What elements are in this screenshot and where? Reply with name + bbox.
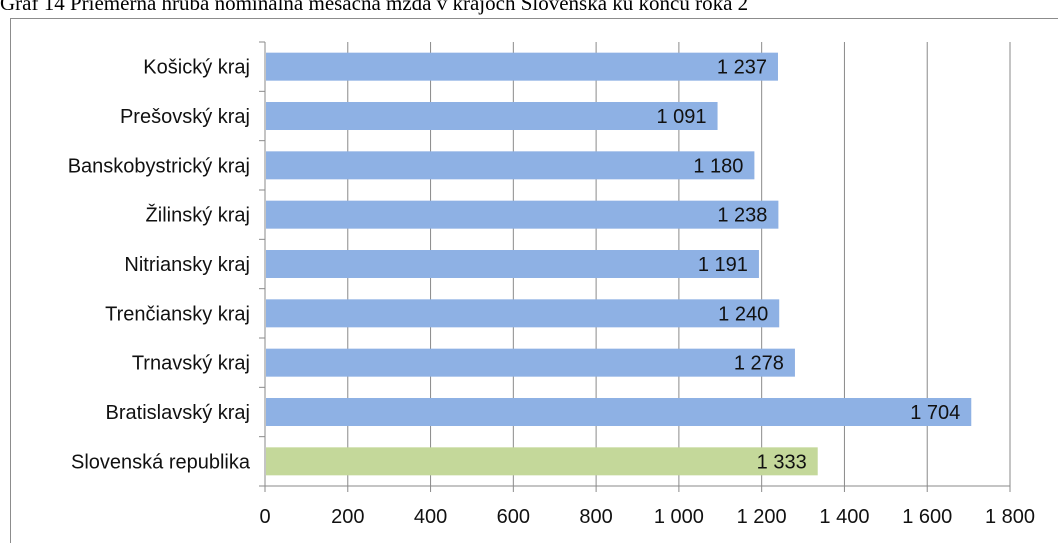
x-tick-label: 1 600: [902, 506, 952, 528]
x-tick-label: 200: [331, 506, 364, 528]
category-label: Trenčiansky kraj: [105, 303, 250, 325]
value-label: 1 240: [718, 303, 768, 325]
x-tick-label: 400: [414, 506, 447, 528]
value-label: 1 237: [717, 57, 767, 79]
value-label: 1 704: [910, 402, 960, 424]
x-tick-labels: 0 200 400 600 800 1 000 1 200 1 400 1 600 1 800: [259, 506, 1035, 528]
value-label: 1 091: [656, 106, 706, 128]
bar: [266, 348, 795, 377]
category-label: Slovenská republika: [71, 451, 251, 473]
bar: [266, 151, 755, 180]
category-label: Košický kraj: [143, 57, 250, 79]
value-label: 1 180: [693, 155, 743, 177]
category-label: Banskobystrický kraj: [68, 155, 250, 177]
x-tick-label: 1 000: [654, 506, 704, 528]
value-label: 1 333: [757, 451, 807, 473]
value-label: 1 191: [698, 254, 748, 276]
bar: [266, 299, 780, 328]
bar: [266, 52, 778, 81]
category-label: Nitriansky kraj: [124, 254, 250, 276]
x-tick-label: 1 400: [819, 506, 869, 528]
x-tick-label: 1 800: [985, 506, 1035, 528]
category-label: Prešovský kraj: [120, 106, 250, 128]
bars: 1 237 1 091 1 180 1 238 1 191 1 240 1 278 1 704…: [266, 52, 972, 476]
bar: [266, 250, 759, 278]
category-labels: Košický kraj Prešovský kraj Banskobystrick…: [68, 57, 251, 474]
bar: [266, 200, 779, 229]
category-label: Bratislavský kraj: [106, 402, 250, 424]
value-label: 1 278: [734, 353, 784, 375]
value-label: 1 238: [717, 205, 767, 227]
x-tick-label: 1 200: [737, 506, 787, 528]
x-tick-label: 600: [497, 506, 530, 528]
x-tick-label: 0: [259, 506, 270, 528]
bar: [266, 102, 718, 130]
chart-title: Graf 14 Priemerná hrubá nominálna mesačn…: [0, 0, 749, 15]
bar: [266, 447, 818, 476]
category-label: Žilinský kraj: [146, 204, 250, 227]
category-label: Trnavský kraj: [132, 353, 250, 375]
x-tick-label: 800: [579, 506, 612, 528]
bar: [266, 398, 972, 426]
chart-frame: [10, 18, 1058, 543]
